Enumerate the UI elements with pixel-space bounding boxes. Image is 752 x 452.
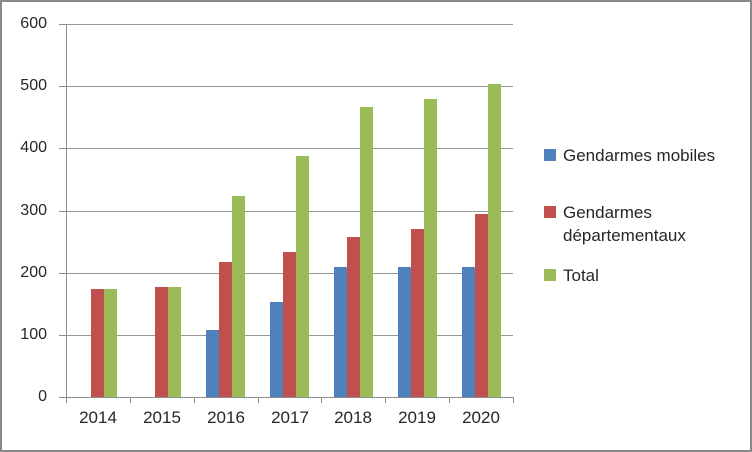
bar-gendarmes-mobiles-2017[interactable] xyxy=(270,302,283,397)
y-axis-label-300: 300 xyxy=(20,202,47,219)
bar-gendarmes-departementaux-2019[interactable] xyxy=(411,229,424,397)
x-axis-label-2015: 2015 xyxy=(143,408,181,427)
legend-swatch-gendarmes-mobiles xyxy=(544,149,556,161)
y-axis-label-100: 100 xyxy=(20,326,47,343)
bar-gendarmes-departementaux-2018[interactable] xyxy=(347,237,360,397)
bar-total-2017[interactable] xyxy=(296,156,309,397)
legend-label-total: Total xyxy=(563,266,599,285)
y-tick-400 xyxy=(59,148,66,149)
bar-gendarmes-mobiles-2016[interactable] xyxy=(206,330,219,397)
y-axis-label-400: 400 xyxy=(20,139,47,156)
bar-gendarmes-departementaux-2015[interactable] xyxy=(155,287,168,397)
bar-total-2016[interactable] xyxy=(232,196,245,397)
x-axis-label-2019: 2019 xyxy=(398,408,436,427)
bar-gendarmes-mobiles-2018[interactable] xyxy=(334,267,347,397)
y-axis-label-0: 0 xyxy=(38,388,47,405)
gridline-400 xyxy=(66,148,513,149)
bar-total-2020[interactable] xyxy=(488,84,501,397)
bar-gendarmes-departementaux-2016[interactable] xyxy=(219,262,232,397)
gridline-300 xyxy=(66,211,513,212)
legend-item-gendarmes-mobiles[interactable]: Gendarmes mobiles xyxy=(544,144,715,167)
y-tick-200 xyxy=(59,273,66,274)
gridline-500 xyxy=(66,86,513,87)
y-axis-label-600: 600 xyxy=(20,15,47,32)
bar-gendarmes-departementaux-2017[interactable] xyxy=(283,252,296,397)
legend-swatch-gendarmes-departementaux xyxy=(544,206,556,218)
legend-label-gendarmes-mobiles: Gendarmes mobiles xyxy=(563,146,716,165)
bar-gendarmes-departementaux-2014[interactable] xyxy=(91,289,104,397)
bar-total-2015[interactable] xyxy=(168,287,181,397)
x-axis-label-2017: 2017 xyxy=(271,408,309,427)
x-axis-label-2014: 2014 xyxy=(79,408,117,427)
bar-total-2018[interactable] xyxy=(360,107,373,397)
y-tick-600 xyxy=(59,24,66,25)
x-tick xyxy=(66,397,67,403)
y-axis-label-500: 500 xyxy=(20,77,47,94)
bar-gendarmes-departementaux-2020[interactable] xyxy=(475,214,488,397)
bar-gendarmes-mobiles-2019[interactable] xyxy=(398,267,411,397)
y-tick-500 xyxy=(59,86,66,87)
legend-swatch-total xyxy=(544,269,556,281)
legend-item-gendarmes-departementaux[interactable]: Gendarmes départementaux xyxy=(544,201,741,247)
x-axis-line xyxy=(66,397,514,398)
legend-item-total[interactable]: Total xyxy=(544,264,599,287)
x-axis-label-2016: 2016 xyxy=(207,408,245,427)
bar-gendarmes-mobiles-2020[interactable] xyxy=(462,267,475,397)
y-tick-100 xyxy=(59,335,66,336)
x-axis-label-2020: 2020 xyxy=(462,408,500,427)
y-axis-label-200: 200 xyxy=(20,264,47,281)
bar-total-2014[interactable] xyxy=(104,289,117,397)
y-tick-0 xyxy=(59,397,66,398)
x-tick xyxy=(321,397,322,403)
legend-label-gendarmes-departementaux: Gendarmes départementaux xyxy=(563,203,686,245)
x-axis-label-2018: 2018 xyxy=(334,408,372,427)
x-tick xyxy=(130,397,131,403)
y-tick-300 xyxy=(59,211,66,212)
x-tick xyxy=(194,397,195,403)
x-tick xyxy=(385,397,386,403)
x-tick xyxy=(258,397,259,403)
gridline-600 xyxy=(66,24,513,25)
bar-total-2019[interactable] xyxy=(424,99,437,397)
x-tick xyxy=(449,397,450,403)
y-axis-line xyxy=(66,24,67,397)
x-tick xyxy=(513,397,514,403)
